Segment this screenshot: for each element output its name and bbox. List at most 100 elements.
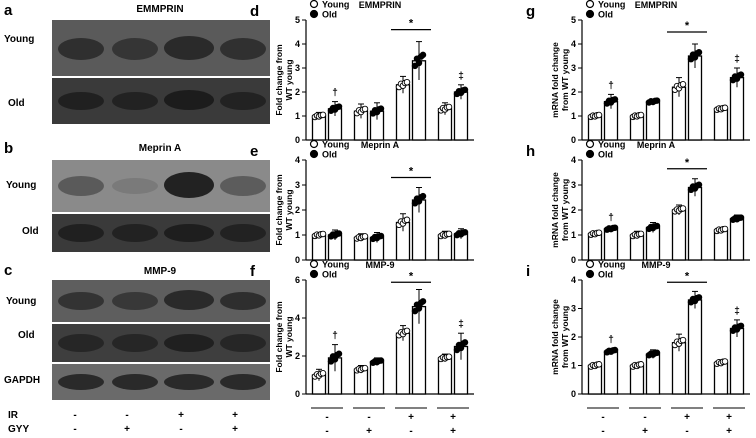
y-tick-label-i: 2: [571, 332, 576, 342]
data-point-old: [737, 322, 745, 330]
legend-marker-old: [585, 149, 595, 159]
y-axis-label-f: WT young: [284, 316, 294, 357]
ir-indicator: -: [367, 412, 370, 423]
gyy-lane-3: -: [179, 424, 183, 435]
y-tick-label-d: 2: [295, 87, 300, 97]
data-point-old: [419, 51, 427, 59]
blot-title-meprin: Meprin A: [138, 143, 182, 154]
significance-star-g: *: [685, 20, 690, 32]
data-point-young: [445, 353, 453, 360]
condition-label-gyy: GYY: [8, 424, 30, 435]
significance-mark-d: ‡: [458, 71, 464, 82]
y-tick-label-d: 4: [295, 39, 300, 49]
data-point-young: [361, 364, 369, 372]
data-point-old: [737, 214, 745, 221]
legend-label-young: Young: [598, 140, 625, 150]
ir-indicator: -: [643, 412, 646, 423]
condition-label-ir: IR: [8, 410, 18, 421]
data-point-young: [637, 361, 645, 368]
row-label-gapdh: GAPDH: [4, 375, 41, 386]
legend-marker-young: [585, 0, 595, 9]
data-point-young: [721, 225, 729, 233]
data-point-young: [403, 327, 411, 335]
panel-letter-a: a: [4, 2, 13, 19]
blot-image-old: [52, 214, 270, 252]
row-label-old: Old: [8, 98, 25, 109]
legend-marker-young: [309, 259, 319, 269]
gyy-lane-1: -: [73, 424, 77, 435]
chart-title-e: Meprin A: [361, 140, 400, 150]
bar-young: [671, 209, 687, 261]
legend-marker-old: [585, 269, 595, 279]
legend-marker-old: [309, 9, 319, 19]
blot-image-young: [52, 280, 270, 322]
y-axis-label-e: Fold change from: [274, 174, 284, 246]
data-point-young: [319, 369, 327, 377]
data-point-old: [377, 357, 385, 364]
y-tick-label-g: 2: [571, 87, 576, 97]
chart-title-i: MMP-9: [642, 260, 671, 270]
data-point-old: [415, 305, 423, 312]
legend-label-old: Old: [322, 150, 337, 160]
legend-marker-young: [309, 139, 319, 149]
legend-marker-old: [309, 149, 319, 159]
chart-title-d: EMMPRIN: [359, 0, 402, 10]
data-point-young: [595, 361, 603, 368]
significance-star-i: *: [685, 270, 690, 282]
bar-old: [687, 299, 703, 395]
ir-indicator: +: [726, 412, 732, 423]
y-tick-label-h: 3: [571, 180, 576, 190]
legend-label-old: Old: [598, 270, 613, 280]
significance-mark-f: †: [332, 331, 338, 342]
data-point-young: [637, 111, 645, 119]
significance-mark-h: †: [608, 212, 614, 223]
y-tick-label-g: 4: [571, 39, 576, 49]
legend-label-old: Old: [322, 10, 337, 20]
row-label-young: Young: [6, 296, 37, 307]
chart-title-h: Meprin A: [637, 140, 676, 150]
row-label-old: Old: [22, 226, 39, 237]
blot-image-old: [52, 78, 270, 124]
blot-image-old: [52, 324, 270, 362]
blot-title-mmp9: MMP-9: [143, 266, 177, 277]
legend-marker-young: [585, 139, 595, 149]
data-point-old: [335, 103, 343, 110]
data-point-old: [737, 71, 745, 78]
significance-star-f: *: [409, 270, 414, 282]
y-tick-label-d: 1: [295, 111, 300, 121]
bar-young: [629, 364, 645, 395]
significance-star-h: *: [685, 157, 690, 169]
significance-mark-i: †: [608, 334, 614, 345]
data-point-young: [403, 216, 411, 224]
data-point-old: [653, 97, 661, 104]
bar-young: [713, 361, 729, 395]
data-point-young: [679, 336, 687, 344]
y-tick-label-e: 1: [295, 230, 300, 240]
y-tick-label-f: 4: [295, 313, 300, 323]
panel-letter-d: d: [250, 3, 259, 20]
data-point-old: [695, 49, 703, 56]
data-point-old: [653, 349, 661, 357]
panel-letter-f: f: [250, 263, 256, 280]
bar-young: [395, 332, 411, 395]
data-point-young: [637, 230, 645, 238]
data-point-young: [319, 111, 327, 119]
bar-old: [645, 100, 661, 141]
y-tick-label-d: 0: [295, 135, 300, 145]
data-point-old: [377, 232, 385, 240]
significance-mark-i: ‡: [734, 306, 740, 317]
data-point-young: [319, 230, 327, 238]
y-tick-label-h: 4: [571, 155, 576, 165]
legend-marker-old: [309, 269, 319, 279]
gyy-indicator: -: [601, 426, 604, 437]
y-tick-label-e: 2: [295, 205, 300, 215]
data-point-young: [403, 78, 411, 86]
data-point-young: [679, 205, 687, 212]
y-tick-label-g: 0: [571, 135, 576, 145]
row-label-young: Young: [4, 34, 35, 45]
data-point-old: [695, 181, 703, 189]
y-tick-label-h: 0: [571, 255, 576, 265]
gyy-lane-2: +: [124, 424, 130, 435]
data-point-old: [415, 59, 423, 67]
y-tick-label-i: 3: [571, 304, 576, 314]
